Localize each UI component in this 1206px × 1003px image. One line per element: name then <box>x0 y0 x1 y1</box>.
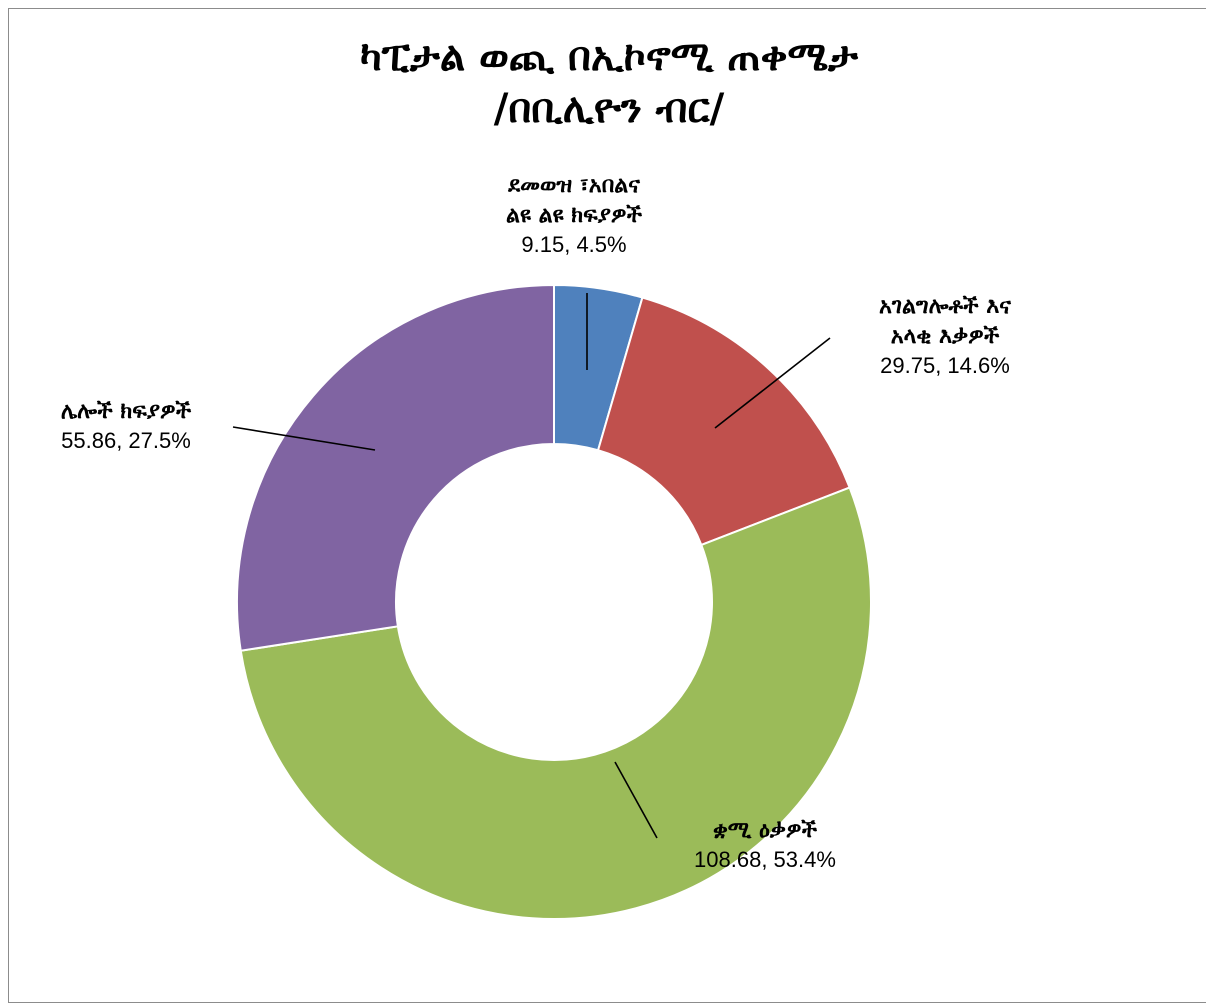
slice-1-category-label-2: ልዩ ልዩ ክፍያዎች <box>506 203 642 228</box>
slice-1-value-label: 9.15, 4.5% <box>521 232 626 257</box>
slice-2-category-label-2: አላቂ እቃዎች <box>891 324 1000 349</box>
donut-slice-4 <box>236 283 555 652</box>
chart-title-line-2: /በቢሊዮን ብር/ <box>494 86 725 132</box>
slice-2-category-label-1: አገልግሎቶች እና <box>879 294 1011 319</box>
slice-4-category-label-1: ሌሎች ክፍያዎች <box>61 399 192 424</box>
slice-3-category-label-1: ቋሚ ዕቃዎች <box>713 818 817 843</box>
slice-1-category-label-1: ደመወዝ ፣አበልና <box>507 173 640 198</box>
leader-line-2 <box>714 337 831 429</box>
chart-title-line-1: ካፒታል ወጪ በኢኮኖሚ ጠቀሜታ <box>360 34 859 80</box>
leader-line-4 <box>232 426 376 451</box>
slice-3-value-label: 108.68, 53.4% <box>694 847 836 872</box>
slice-2-value-label: 29.75, 14.6% <box>880 353 1010 378</box>
donut-slice-3 <box>239 486 872 920</box>
leader-line-3 <box>614 761 658 839</box>
slice-4-value-label: 55.86, 27.5% <box>61 428 191 453</box>
